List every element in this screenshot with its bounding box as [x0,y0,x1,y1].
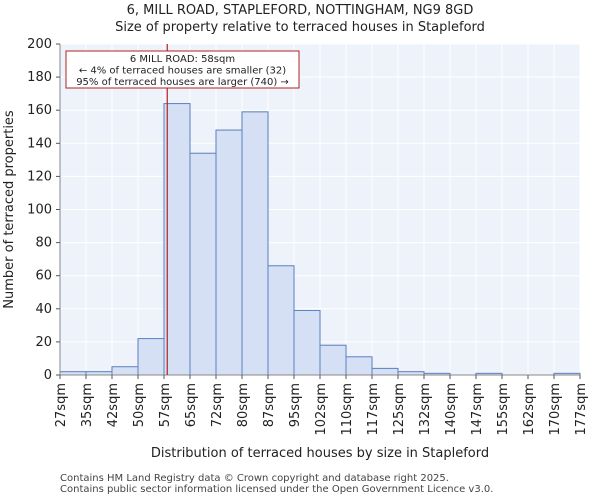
y-tick-label: 160 [27,103,52,118]
x-tick-label: 140sqm [444,383,459,436]
histogram-bar [267,265,295,376]
x-tick-label: 57sqm [158,383,173,427]
x-tick-label: 27sqm [54,383,69,427]
y-tick-label: 140 [27,136,52,151]
x-tick-label: 110sqm [340,383,355,436]
histogram-bar [111,366,139,376]
histogram-bar [319,344,347,376]
x-tick-label: 87sqm [262,383,277,427]
x-tick-label: 147sqm [470,383,485,436]
x-tick-label: 50sqm [132,383,147,427]
histogram-bar [163,103,191,376]
y-tick-label: 0 [44,368,52,383]
x-axis-title: Distribution of terraced houses by size … [151,446,489,461]
y-tick-label: 40 [35,302,52,317]
x-tick-label: 102sqm [314,383,329,436]
x-tick-label: 80sqm [236,383,251,427]
y-tick-label: 80 [35,236,52,251]
annotation-line-3: 95% of terraced houses are larger (740) … [76,77,289,88]
annotation-line-1: 6 MILL ROAD: 58sqm [130,54,235,65]
x-tick-label: 170sqm [548,383,563,436]
x-tick-label: 65sqm [184,383,199,427]
x-tick-label: 162sqm [522,383,537,436]
x-tick-label: 132sqm [418,383,433,436]
y-tick-label: 180 [27,70,52,85]
x-tick-label: 125sqm [392,383,407,436]
chart-title: 6, MILL ROAD, STAPLEFORD, NOTTINGHAM, NG… [126,3,474,18]
footer-copyright: Contains HM Land Registry data © Crown c… [60,473,449,484]
y-tick-label: 100 [27,203,52,218]
histogram-bar [371,367,399,376]
histogram-bar [293,309,321,376]
histogram-bar [137,338,165,376]
histogram-bar [215,129,243,376]
x-tick-label: 117sqm [366,383,381,436]
x-tick-label: 72sqm [210,383,225,427]
chart-subtitle: Size of property relative to terraced ho… [115,20,485,35]
y-tick-label: 20 [35,335,52,350]
x-tick-label: 155sqm [496,383,511,436]
footer-licence: Contains public sector information licen… [60,484,494,495]
x-tick-label: 35sqm [80,383,95,427]
y-tick-label: 120 [27,169,52,184]
x-tick-label: 95sqm [288,383,303,427]
y-tick-label: 60 [35,269,52,284]
y-axis-title: Number of terraced properties [2,110,17,309]
histogram-bar [241,111,269,376]
annotation-line-2: ← 4% of terraced houses are smaller (32) [79,66,286,77]
histogram-bar [189,152,217,376]
annotation-box [65,50,300,89]
x-tick-label: 177sqm [574,383,589,436]
x-tick-label: 42sqm [106,383,121,427]
y-tick-label: 200 [27,37,52,52]
histogram-bar [345,356,373,376]
